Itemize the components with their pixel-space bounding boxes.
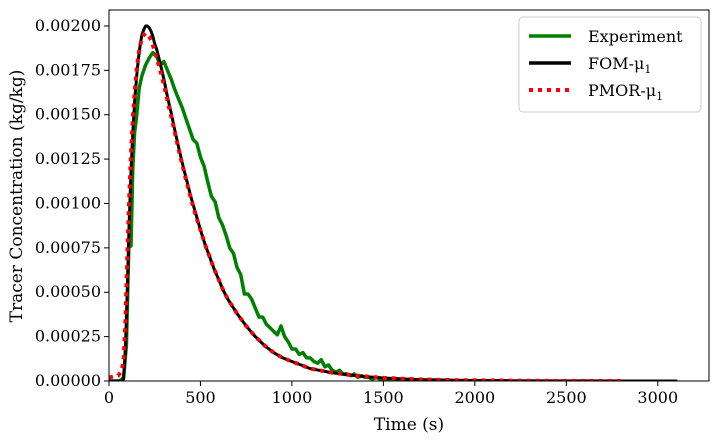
y-tick-label: 0.00025 [35, 327, 101, 346]
x-tick-label: 3000 [637, 388, 678, 407]
x-axis-label: Time (s) [374, 415, 444, 435]
series-layer [109, 24, 678, 381]
y-axis: 0.00000 0.00025 0.00050 0.00075 0.00100 0.001… [35, 16, 109, 390]
y-axis-label: Tracer Concentration (kg/kg) [7, 70, 27, 323]
x-axis: 0 500 1000 1500 2000 2500 3000 [104, 381, 678, 407]
y-tick-label: 0.00200 [35, 16, 101, 35]
legend-label: Experiment [588, 27, 683, 46]
y-tick-label: 0.00050 [35, 282, 101, 301]
x-tick-label: 2000 [454, 388, 495, 407]
legend: Experiment FOM-μ1 PMOR-μ1 [518, 16, 702, 113]
y-tick-label: 0.00125 [35, 149, 101, 168]
y-tick-label: 0.00100 [35, 193, 101, 212]
x-tick-label: 1000 [272, 388, 313, 407]
y-tick-label: 0.00175 [35, 60, 101, 79]
legend-label: PMOR-μ1 [588, 81, 663, 103]
y-tick-label: 0.00150 [35, 105, 101, 124]
y-tick-label: 0.00075 [35, 238, 101, 257]
x-tick-label: 2500 [546, 388, 587, 407]
x-tick-label: 0 [104, 388, 114, 407]
plot-frame [108, 9, 710, 382]
x-tick-label: 1500 [363, 388, 404, 407]
x-tick-label: 500 [185, 388, 216, 407]
legend-box [518, 16, 702, 113]
legend-label: FOM-μ1 [588, 54, 651, 76]
y-tick-label: 0.00000 [35, 371, 101, 390]
series-line [109, 31, 622, 381]
